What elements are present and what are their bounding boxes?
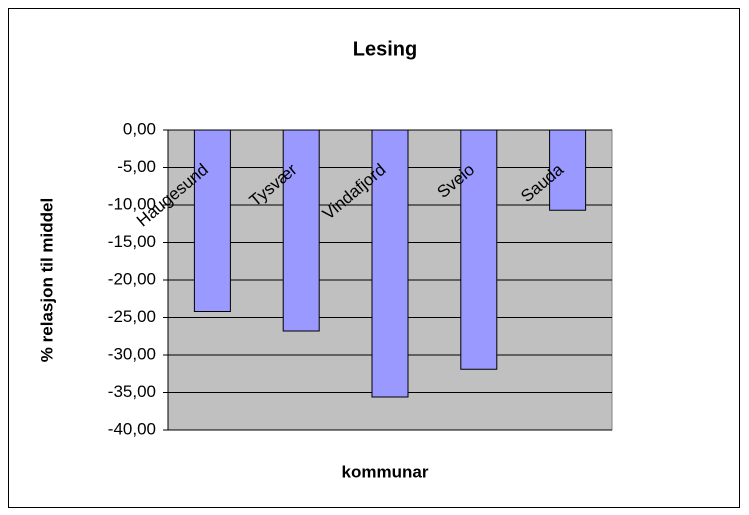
bar <box>460 129 498 370</box>
y-tick-label: -10,00 <box>108 194 156 213</box>
y-tick-label: -35,00 <box>108 382 156 401</box>
y-tick-label: -15,00 <box>108 232 156 251</box>
chart-title: Lesing <box>353 38 417 60</box>
y-tick-label: 0,00 <box>123 119 156 138</box>
y-tick-label: -5,00 <box>117 157 156 176</box>
x-axis-label: kommunar <box>342 462 429 481</box>
bar <box>282 129 320 332</box>
y-tick-label: -20,00 <box>108 269 156 288</box>
bar <box>371 129 409 398</box>
y-axis-label: % relasjon til middel <box>37 198 56 362</box>
bar <box>193 129 231 312</box>
y-tick-label: -25,00 <box>108 307 156 326</box>
bar <box>549 129 587 211</box>
y-tick-label: -30,00 <box>108 344 156 363</box>
y-tick-label: -40,00 <box>108 419 156 438</box>
